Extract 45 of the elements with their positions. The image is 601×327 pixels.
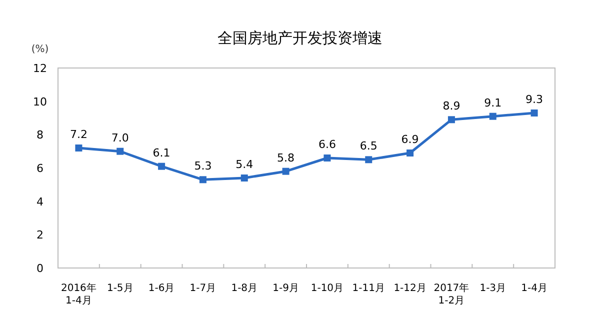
- x-tick-label: 1-12月: [394, 283, 426, 294]
- point: [324, 154, 331, 162]
- x-tick-label: 2017年 1-2月: [434, 282, 470, 306]
- data-label: 6.5: [360, 140, 378, 153]
- y-tick-label: 4: [36, 195, 44, 208]
- point: [406, 150, 414, 156]
- x-tick-label: 1-5月: [106, 283, 134, 294]
- x-tick-label: 1-9月: [272, 283, 299, 294]
- x-tick-label: 1-3月: [480, 283, 506, 294]
- point: [158, 162, 166, 170]
- point: [240, 174, 248, 182]
- data-label: 6.6: [318, 138, 336, 151]
- x-tick-label: 1-6月: [148, 283, 175, 294]
- x-tick-label: 1-4月: [521, 283, 548, 294]
- data-label: 6.1: [152, 146, 170, 160]
- y-axis-title: (%): [31, 44, 49, 55]
- x-tick-label: 1-8月: [231, 283, 258, 294]
- data-label: 9.1: [484, 96, 502, 110]
- data-label: 7.0: [111, 131, 129, 144]
- y-tick-label: 8: [36, 128, 44, 142]
- data-label: 8.9: [442, 100, 460, 113]
- data-label: 7.2: [70, 128, 88, 141]
- y-tick-label: 6: [36, 162, 44, 175]
- point: [489, 112, 496, 120]
- point: [365, 156, 372, 164]
- point: [530, 110, 538, 116]
- point: [75, 144, 82, 152]
- x-tick-label: 1-11月: [352, 283, 385, 294]
- y-tick-label: 0: [36, 262, 44, 275]
- data-label: 5.4: [236, 158, 254, 171]
- data-label: 5.3: [194, 160, 212, 173]
- data-label: 6.9: [401, 133, 419, 146]
- y-tick-label: 12: [33, 62, 47, 75]
- y-tick-label: 2: [36, 228, 44, 242]
- point: [116, 148, 124, 155]
- x-tick-label: 2016年 1-4月: [60, 282, 96, 306]
- y-tick-label: 10: [33, 95, 47, 108]
- x-tick-label: 1-10月: [310, 283, 344, 294]
- point: [448, 116, 455, 124]
- data-label: 5.8: [277, 151, 295, 164]
- point: [199, 176, 206, 184]
- data-label: 9.3: [526, 93, 544, 106]
- point: [282, 168, 290, 175]
- x-tick-label: 1-7月: [190, 283, 216, 294]
- chart-title: 全国房地产开发投资增速: [218, 29, 382, 47]
